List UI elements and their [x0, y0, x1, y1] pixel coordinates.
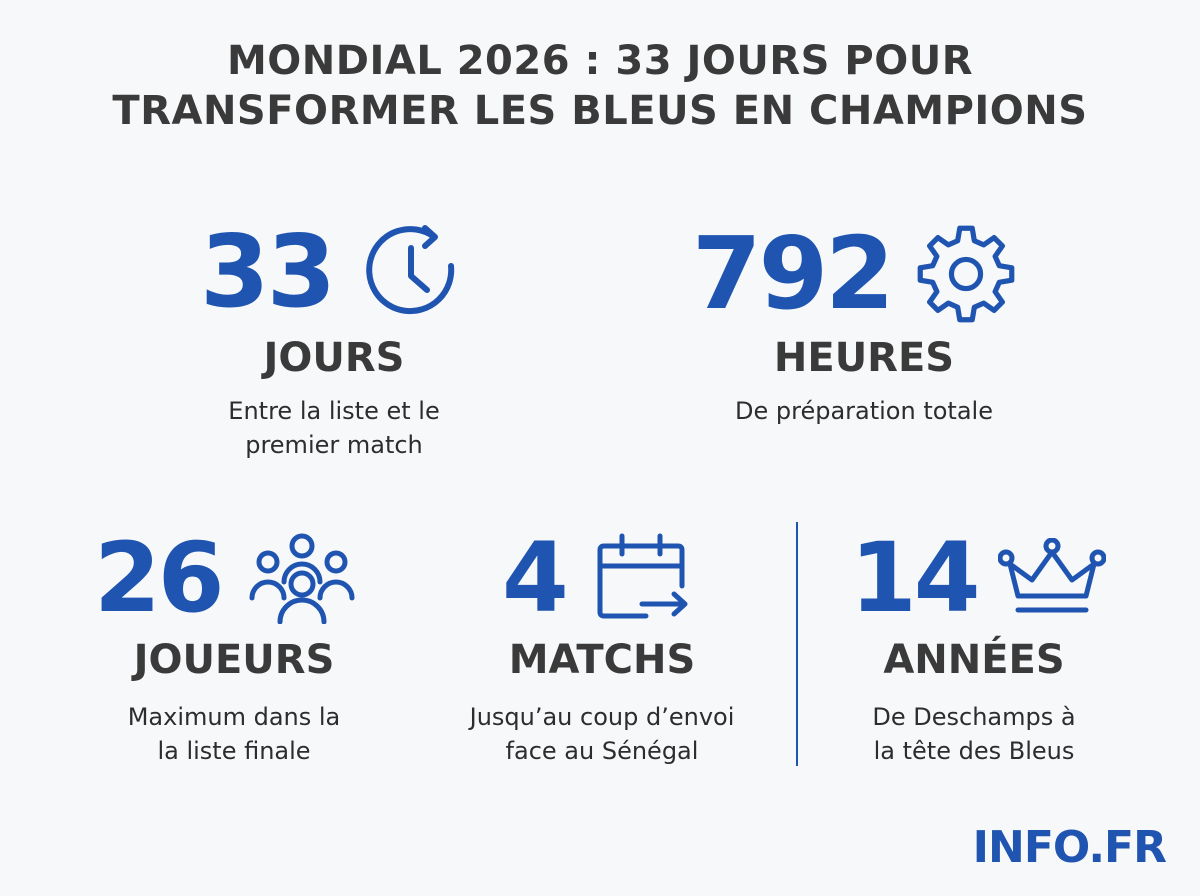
clock-refresh-icon [363, 222, 463, 322]
stat-jours-value: 33 [200, 213, 336, 330]
stat-jours-unit: JOURS [263, 335, 405, 381]
stat-heures-desc-line-1: De préparation totale [735, 397, 993, 425]
stat-jours-desc-line-2: premier match [245, 431, 423, 459]
stat-joueurs-unit: JOUEURS [133, 637, 335, 683]
stat-heures-unit: HEURES [773, 335, 955, 381]
brand-logo: INFO.FR [972, 822, 1167, 873]
stat-joueurs-desc-line-1: Maximum dans la [127, 703, 341, 731]
stat-heures-value: 792 [692, 215, 895, 332]
title-line-1: MONDIAL 2026 : 33 JOURS POUR [226, 38, 973, 84]
stat-matchs-value: 4 [502, 522, 569, 634]
page-title: MONDIAL 2026 : 33 JOURS POUR TRANSFORMER… [0, 36, 1200, 136]
stat-matchs-description: Jusqu’au coup d’envoi face au Sénégal [422, 700, 782, 768]
stat-matchs-desc-line-1: Jusqu’au coup d’envoi [469, 703, 735, 731]
stat-jours-description: Entre la liste et le premier match [184, 394, 484, 462]
stat-annees-value: 14 [850, 522, 981, 634]
stat-matchs-unit: MATCHS [508, 637, 696, 683]
gear-icon [914, 222, 1018, 326]
calendar-arrow-icon [596, 532, 690, 624]
stat-annees-unit: ANNÉES [883, 637, 1065, 683]
stat-joueurs-value: 26 [94, 522, 225, 634]
stat-annees-desc-line-2: la tête des Bleus [873, 737, 1075, 765]
title-line-2: TRANSFORMER LES BLEUS EN CHAMPIONS [112, 88, 1088, 134]
stat-annees-desc-line-1: De Deschamps à [872, 703, 1076, 731]
stat-joueurs-description: Maximum dans la la liste finale [84, 700, 384, 768]
stat-heures-description: De préparation totale [664, 394, 1064, 428]
stat-joueurs-desc-line-2: la liste finale [157, 737, 311, 765]
stat-jours-desc-line-1: Entre la liste et le [228, 397, 440, 425]
group-icon [244, 532, 360, 624]
stat-annees-description: De Deschamps à la tête des Bleus [824, 700, 1124, 768]
stat-matchs-desc-line-2: face au Sénégal [505, 737, 699, 765]
vertical-divider [796, 522, 798, 766]
crown-icon [997, 538, 1106, 618]
